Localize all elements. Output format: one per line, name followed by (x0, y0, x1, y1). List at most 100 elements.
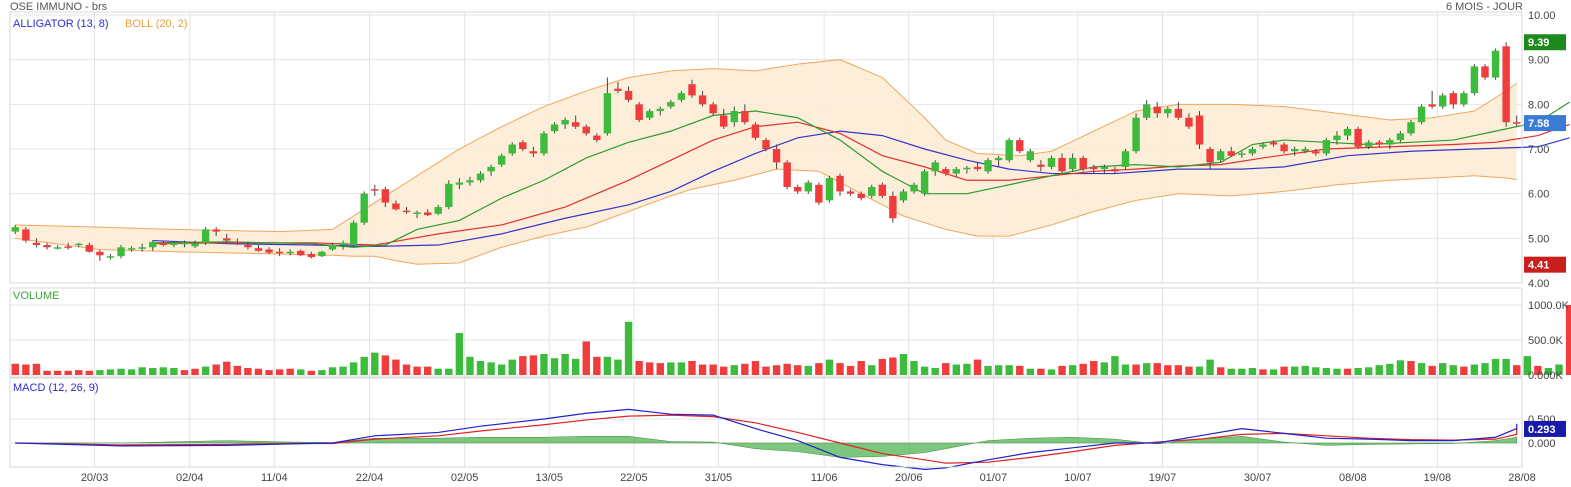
candle-body (180, 242, 189, 245)
candle-body (233, 241, 242, 244)
volume-bar (529, 355, 538, 375)
candle-body (149, 241, 157, 248)
candle-body (402, 210, 411, 213)
volume-bar (1164, 365, 1172, 375)
candle-body (994, 157, 1003, 161)
volume-bar (318, 370, 326, 375)
volume-legend[interactable]: VOLUME (13, 290, 60, 302)
volume-bar (709, 364, 717, 375)
candle-body (212, 229, 220, 232)
candlesticks (11, 42, 1521, 261)
candle-body (1153, 106, 1161, 114)
volume-bar (508, 359, 516, 375)
candle-body (772, 149, 781, 163)
volume-bar (85, 370, 94, 375)
candle-body (1470, 66, 1479, 94)
macd-legend[interactable]: MACD (12, 26, 9) (13, 382, 99, 394)
x-tick-label: 13/05 (535, 472, 563, 484)
candle-body (191, 243, 199, 247)
x-tick-label: 08/08 (1339, 472, 1367, 484)
volume-bar (1016, 365, 1024, 375)
volume-bar (1269, 369, 1278, 375)
candle-body (434, 207, 442, 214)
candle-body (825, 178, 834, 201)
volume-bar (1565, 305, 1571, 375)
volume-bar (794, 365, 802, 375)
volume-bar (614, 359, 622, 375)
volume-bar (1386, 363, 1394, 375)
candle-body (889, 195, 897, 219)
volume-bar (423, 366, 432, 375)
candle-body (170, 242, 178, 246)
volume-bar (561, 354, 569, 375)
volume-bar (191, 368, 199, 375)
volume-bar (265, 370, 273, 375)
volume-bar (1375, 365, 1383, 375)
volume-bar (371, 352, 379, 375)
candle-body (1238, 153, 1246, 155)
volume-bar (1195, 366, 1204, 375)
macd-badge: 0.293 (1528, 424, 1556, 436)
period-label[interactable]: 6 MOIS - JOUR (1445, 1, 1523, 13)
candle-body (984, 160, 992, 172)
low-badge-bg (1524, 256, 1566, 273)
candle-body (297, 250, 305, 256)
candle-body (667, 102, 675, 107)
candle-body (677, 93, 686, 100)
candle-body (910, 184, 918, 192)
x-tick-label: 28/08 (1508, 472, 1536, 484)
candle-body (1396, 133, 1405, 141)
volume-bar (1090, 361, 1098, 375)
volume-bar (244, 368, 252, 375)
volume-bar (1491, 358, 1500, 375)
volume-bar (963, 363, 971, 375)
bollinger-fill (15, 59, 1517, 265)
volume-bar (677, 362, 686, 375)
volume-bar (53, 370, 62, 375)
y-tick-label: 8.00 (1528, 99, 1549, 111)
volume-bar (381, 355, 390, 375)
volume-bar (64, 370, 72, 375)
bollinger-lower (15, 168, 1517, 265)
x-tick-label: 22/04 (356, 472, 384, 484)
volume-bar (402, 364, 411, 375)
candle-body (381, 189, 390, 203)
candle-body (1481, 66, 1489, 78)
volume-bar (1142, 363, 1151, 375)
volume-bar (1534, 365, 1542, 375)
boll-legend[interactable]: BOLL (20, 2) (125, 18, 188, 30)
candle-body (1079, 157, 1087, 170)
volume-bar (201, 366, 210, 375)
volume-bar (1438, 363, 1447, 375)
candle-body (360, 193, 368, 223)
volume-bar (1005, 365, 1013, 375)
volume-bar (1174, 365, 1183, 375)
volume-bar (1343, 368, 1352, 375)
volume-grid (10, 304, 1522, 376)
volume-bar (1290, 366, 1299, 375)
candle-body (529, 151, 538, 154)
candle-body (762, 140, 770, 149)
volume-bar (1153, 363, 1161, 375)
candle-body (1301, 149, 1309, 152)
volume-bar (159, 367, 168, 375)
candle-body (698, 95, 707, 105)
candle-body (265, 249, 273, 253)
volume-bar (254, 368, 263, 375)
volume-bar (117, 368, 125, 375)
alligator-legend[interactable]: ALLIGATOR (13, 8) (13, 18, 109, 30)
candle-body (1290, 149, 1299, 152)
candle-body (244, 245, 252, 248)
value-badges: 9.39 7.58 4.41 0.293 (1524, 34, 1566, 437)
volume-bar (1449, 365, 1457, 375)
y-tick-label: 0.000 (1528, 438, 1556, 450)
candle-body (32, 242, 41, 246)
volume-bar (127, 369, 136, 375)
x-tick-label: 20/06 (895, 472, 923, 484)
volume-bar (603, 356, 612, 375)
volume-bar (22, 364, 30, 375)
volume-bar (698, 364, 707, 375)
volume-bar (878, 358, 887, 375)
volume-bar (1544, 368, 1553, 375)
candle-body (846, 191, 855, 194)
